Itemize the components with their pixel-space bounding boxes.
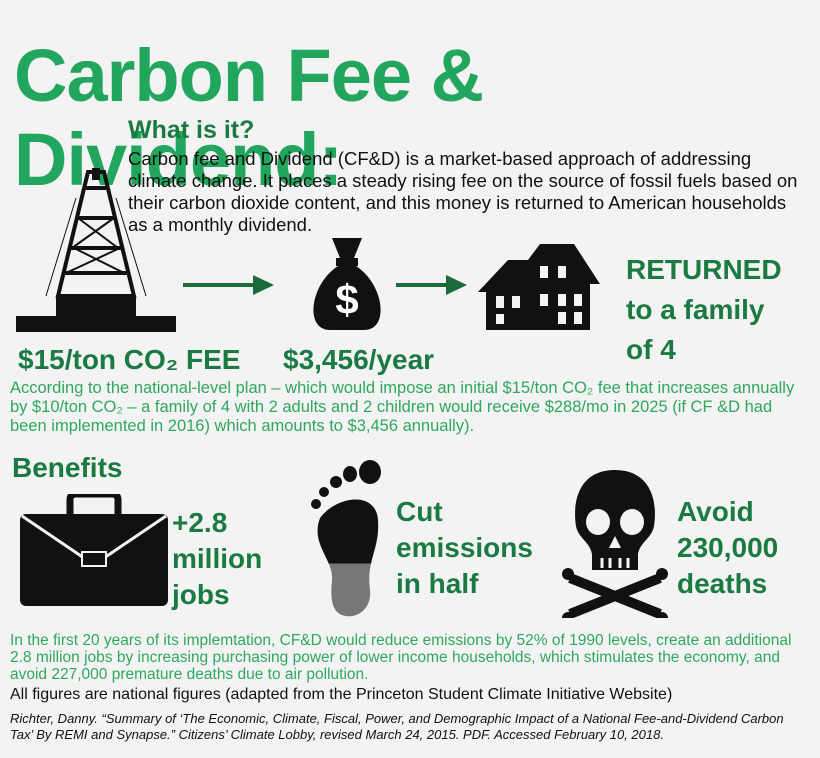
returned-line: RETURNED [626,254,782,285]
benefit-line: deaths [677,568,768,599]
note: All figures are national figures (adapte… [10,686,673,703]
arrow [183,275,274,295]
benefit-jobs: +2.8 million jobs [172,505,262,613]
benefit-line: in half [396,568,479,599]
benefit-line: Avoid [677,496,754,527]
fee-label: $15/ton CO₂ FEE [18,344,241,375]
benefit-line: million [172,543,263,574]
benefit-emissions: Cut emissions in half [396,494,533,602]
house-icon [478,244,600,330]
arrow [396,275,467,295]
returned-line: to a family [626,294,765,325]
benefit-line: 230,000 [677,532,779,563]
svg-text:$: $ [335,276,358,323]
benefit-line: emissions [396,532,533,563]
benefits-heading: Benefits [12,452,123,483]
title: Carbon Fee & Dividend: [14,34,484,201]
returned-text: RETURNED to a family of 4 [626,250,782,370]
benefit-deaths: Avoid 230,000 deaths [677,494,778,602]
intro-text: Carbon fee and Dividend (CF&D) is a mark… [128,148,798,235]
benefit-line: Cut [396,496,443,527]
skull-icon [562,470,668,618]
oil-rig-icon [16,168,176,332]
plan-text: According to the national-level plan – w… [10,379,795,435]
footprint-icon [311,460,381,617]
money-bag-icon: $ [313,238,381,330]
summary-text: In the first 20 years of its implemtatio… [10,632,792,683]
briefcase-icon [20,494,168,606]
benefit-line: jobs [172,579,230,610]
intro-heading: What is it? [128,116,255,144]
citation: Richter, Danny. “Summary of ‘The Economi… [10,711,784,742]
benefit-line: +2.8 [172,507,228,538]
amount-label: $3,456/year [283,344,435,375]
returned-line: of 4 [626,334,676,365]
